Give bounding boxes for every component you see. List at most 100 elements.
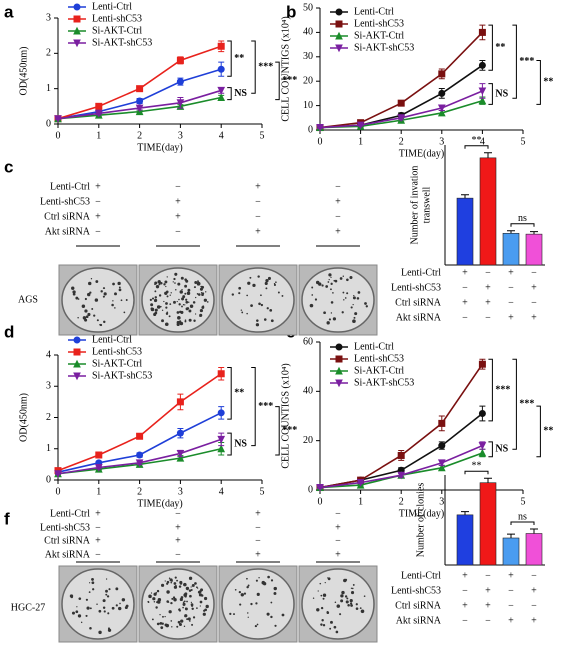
photo-dot — [192, 301, 196, 304]
photo-dot — [254, 624, 257, 628]
x-tick-label: 5 — [260, 486, 265, 497]
photo-dot — [181, 297, 185, 301]
marker — [217, 65, 225, 73]
y-tick-label: 10 — [303, 100, 313, 111]
y-tick-label: 40 — [303, 386, 313, 397]
cell-line-label: AGS — [18, 294, 38, 305]
condition-label: Ctrl siRNA — [44, 211, 91, 222]
photo-dot — [182, 603, 186, 606]
x-tick-label: 4 — [219, 486, 224, 497]
significance-bracket — [512, 24, 517, 99]
condition-label: Akt siRNA — [45, 549, 91, 560]
photo-dot — [94, 298, 99, 302]
legend-label: Lenti-shC53 — [92, 346, 142, 357]
photo-dot — [173, 277, 176, 281]
photo-dot — [196, 607, 198, 609]
photo-dot — [183, 582, 187, 587]
photo-dot — [189, 304, 194, 309]
photo-dot — [190, 586, 192, 588]
photo-dot — [170, 601, 173, 605]
significance-label: *** — [258, 61, 273, 72]
photo-dot — [93, 314, 96, 317]
significance-bracket — [227, 87, 232, 101]
photo-dot — [333, 625, 337, 629]
condition-sign: + — [462, 297, 468, 308]
photo-dot — [326, 611, 329, 614]
photo-dot — [111, 606, 115, 610]
photo-dot — [100, 290, 103, 293]
photo-dot — [187, 288, 191, 292]
photo-dot — [148, 594, 152, 599]
photo-dot — [352, 296, 356, 300]
photo-dot — [115, 587, 119, 591]
photo-dot — [281, 613, 285, 617]
photo-dot — [166, 295, 169, 298]
photo-dot — [87, 312, 91, 316]
y-tick-label: 20 — [303, 435, 313, 446]
photo-dot — [71, 611, 75, 615]
photo-dot — [156, 589, 160, 593]
y-tick-label: 0 — [46, 474, 51, 485]
photo-dot — [184, 607, 188, 610]
photo-dot — [185, 300, 189, 304]
condition-label: Lenti-shC53 — [40, 196, 90, 207]
photo-dot — [176, 625, 179, 628]
photo-dot — [107, 628, 112, 632]
photo-dot — [255, 323, 260, 327]
legend-marker — [335, 8, 343, 16]
photo-dot — [117, 281, 121, 286]
photo-dot — [256, 319, 259, 322]
photo-dot — [87, 292, 91, 297]
marker — [135, 104, 144, 113]
photo-dot — [180, 596, 184, 599]
photo-dot — [71, 286, 75, 290]
condition-sign: − — [485, 312, 491, 323]
photo-dot — [349, 599, 353, 603]
x-tick-label: 0 — [56, 130, 61, 141]
photo-dot — [105, 589, 108, 593]
photo-dot — [177, 620, 181, 624]
condition-sign: + — [335, 549, 341, 560]
condition-sign: + — [485, 282, 491, 293]
photo-dot — [186, 307, 190, 310]
marker — [217, 370, 225, 378]
photo-dot — [118, 606, 122, 611]
photo-dot — [169, 303, 172, 306]
condition-sign: − — [175, 226, 181, 237]
significance-bracket — [536, 59, 541, 105]
marker — [94, 109, 103, 118]
bar — [525, 533, 543, 566]
condition-sign: − — [485, 615, 491, 626]
significance-label: *** — [519, 56, 534, 67]
significance-bracket — [275, 406, 280, 456]
photo-dot — [344, 297, 347, 299]
photo-dot — [153, 312, 157, 317]
photo-dot — [330, 620, 333, 624]
y-axis-label: CELL COUNTIGS (x10⁴) — [280, 16, 291, 121]
photo-dot — [340, 599, 344, 603]
marker — [54, 115, 62, 123]
photo-dot — [168, 610, 172, 614]
photo-dot — [188, 576, 193, 580]
condition-sign: − — [462, 585, 468, 596]
photo-dot — [257, 275, 260, 278]
photo-dot — [341, 311, 344, 314]
photo-dot — [339, 613, 342, 616]
photo-dot — [149, 298, 152, 301]
x-tick-label: 4 — [480, 136, 485, 147]
photo-dot — [194, 582, 197, 585]
photo-dot — [327, 281, 330, 283]
x-tick-label: 2 — [137, 130, 142, 141]
condition-sign: + — [255, 508, 261, 519]
photo-dot — [267, 575, 270, 579]
photo-dot — [330, 276, 332, 278]
photo-dot — [256, 623, 259, 626]
photo-dot — [311, 286, 314, 289]
legend-marker — [73, 15, 81, 23]
photo-dot — [336, 604, 341, 608]
photo-dot — [120, 299, 123, 302]
condition-sign: − — [95, 522, 101, 533]
condition-sign: + — [175, 535, 181, 546]
condition-sign: − — [508, 297, 514, 308]
marker — [176, 429, 184, 437]
